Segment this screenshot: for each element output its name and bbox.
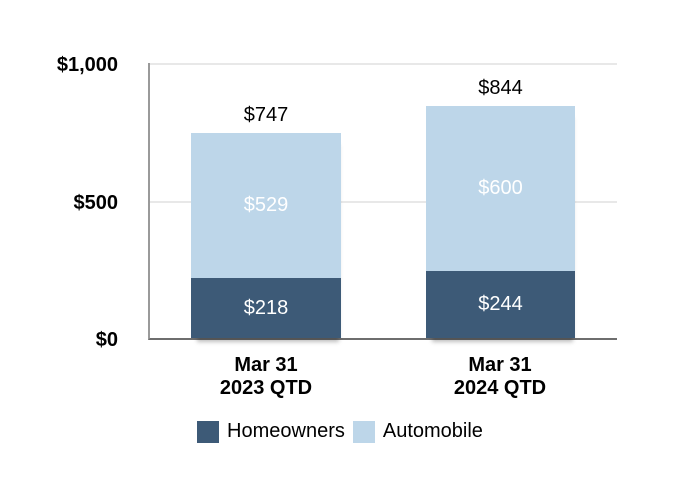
bar-segment-homeowners[interactable]: $218 [191, 278, 341, 338]
segment-value-label: $600 [478, 176, 523, 199]
legend-swatch-homeowners [197, 420, 220, 443]
legend-label: Homeowners [227, 420, 345, 442]
legend-label: Automobile [382, 420, 483, 442]
bar-total-label: $747 [243, 103, 289, 126]
bar-total-label: $844 [478, 76, 523, 99]
x-axis-label-line2: 2024 QTD [453, 377, 547, 399]
x-axis-label-2024-qtd: Mar 31 2024 QTD [410, 354, 590, 400]
bar-mar-31-2024-qtd[interactable]: $844 $600 $244 [426, 77, 575, 338]
legend: Homeowners Automobile [0, 420, 680, 443]
y-axis-tick-label: $500 [73, 191, 119, 214]
gridline-500 [150, 200, 617, 203]
legend-item-automobile[interactable]: Automobile [352, 420, 483, 443]
plot-area: $747 $529 $218 $844 $600 $244 [148, 63, 617, 340]
bar-segment-automobile[interactable]: $600 [426, 105, 575, 271]
legend-item-homeowners[interactable]: Homeowners [197, 420, 345, 443]
y-axis-tick-label: $0 [95, 329, 118, 351]
segment-value-label: $218 [243, 296, 289, 319]
legend-swatch-automobile [352, 420, 375, 443]
y-axis-tick-label: $1,000 [56, 54, 118, 76]
gridline-1000 [150, 63, 617, 65]
x-axis-label-line2: 2023 QTD [219, 377, 313, 399]
bar-mar-31-2023-qtd[interactable]: $747 $529 $218 [191, 104, 341, 338]
bar-segment-homeowners[interactable]: $244 [426, 270, 575, 338]
x-axis-label-line1: Mar 31 [234, 354, 298, 376]
segment-value-label: $244 [478, 292, 523, 315]
x-axis-label-line1: Mar 31 [468, 354, 532, 376]
x-axis-label-2023-qtd: Mar 31 2023 QTD [176, 354, 356, 400]
segment-value-label: $529 [243, 193, 289, 216]
bar-segment-automobile[interactable]: $529 [191, 132, 341, 279]
